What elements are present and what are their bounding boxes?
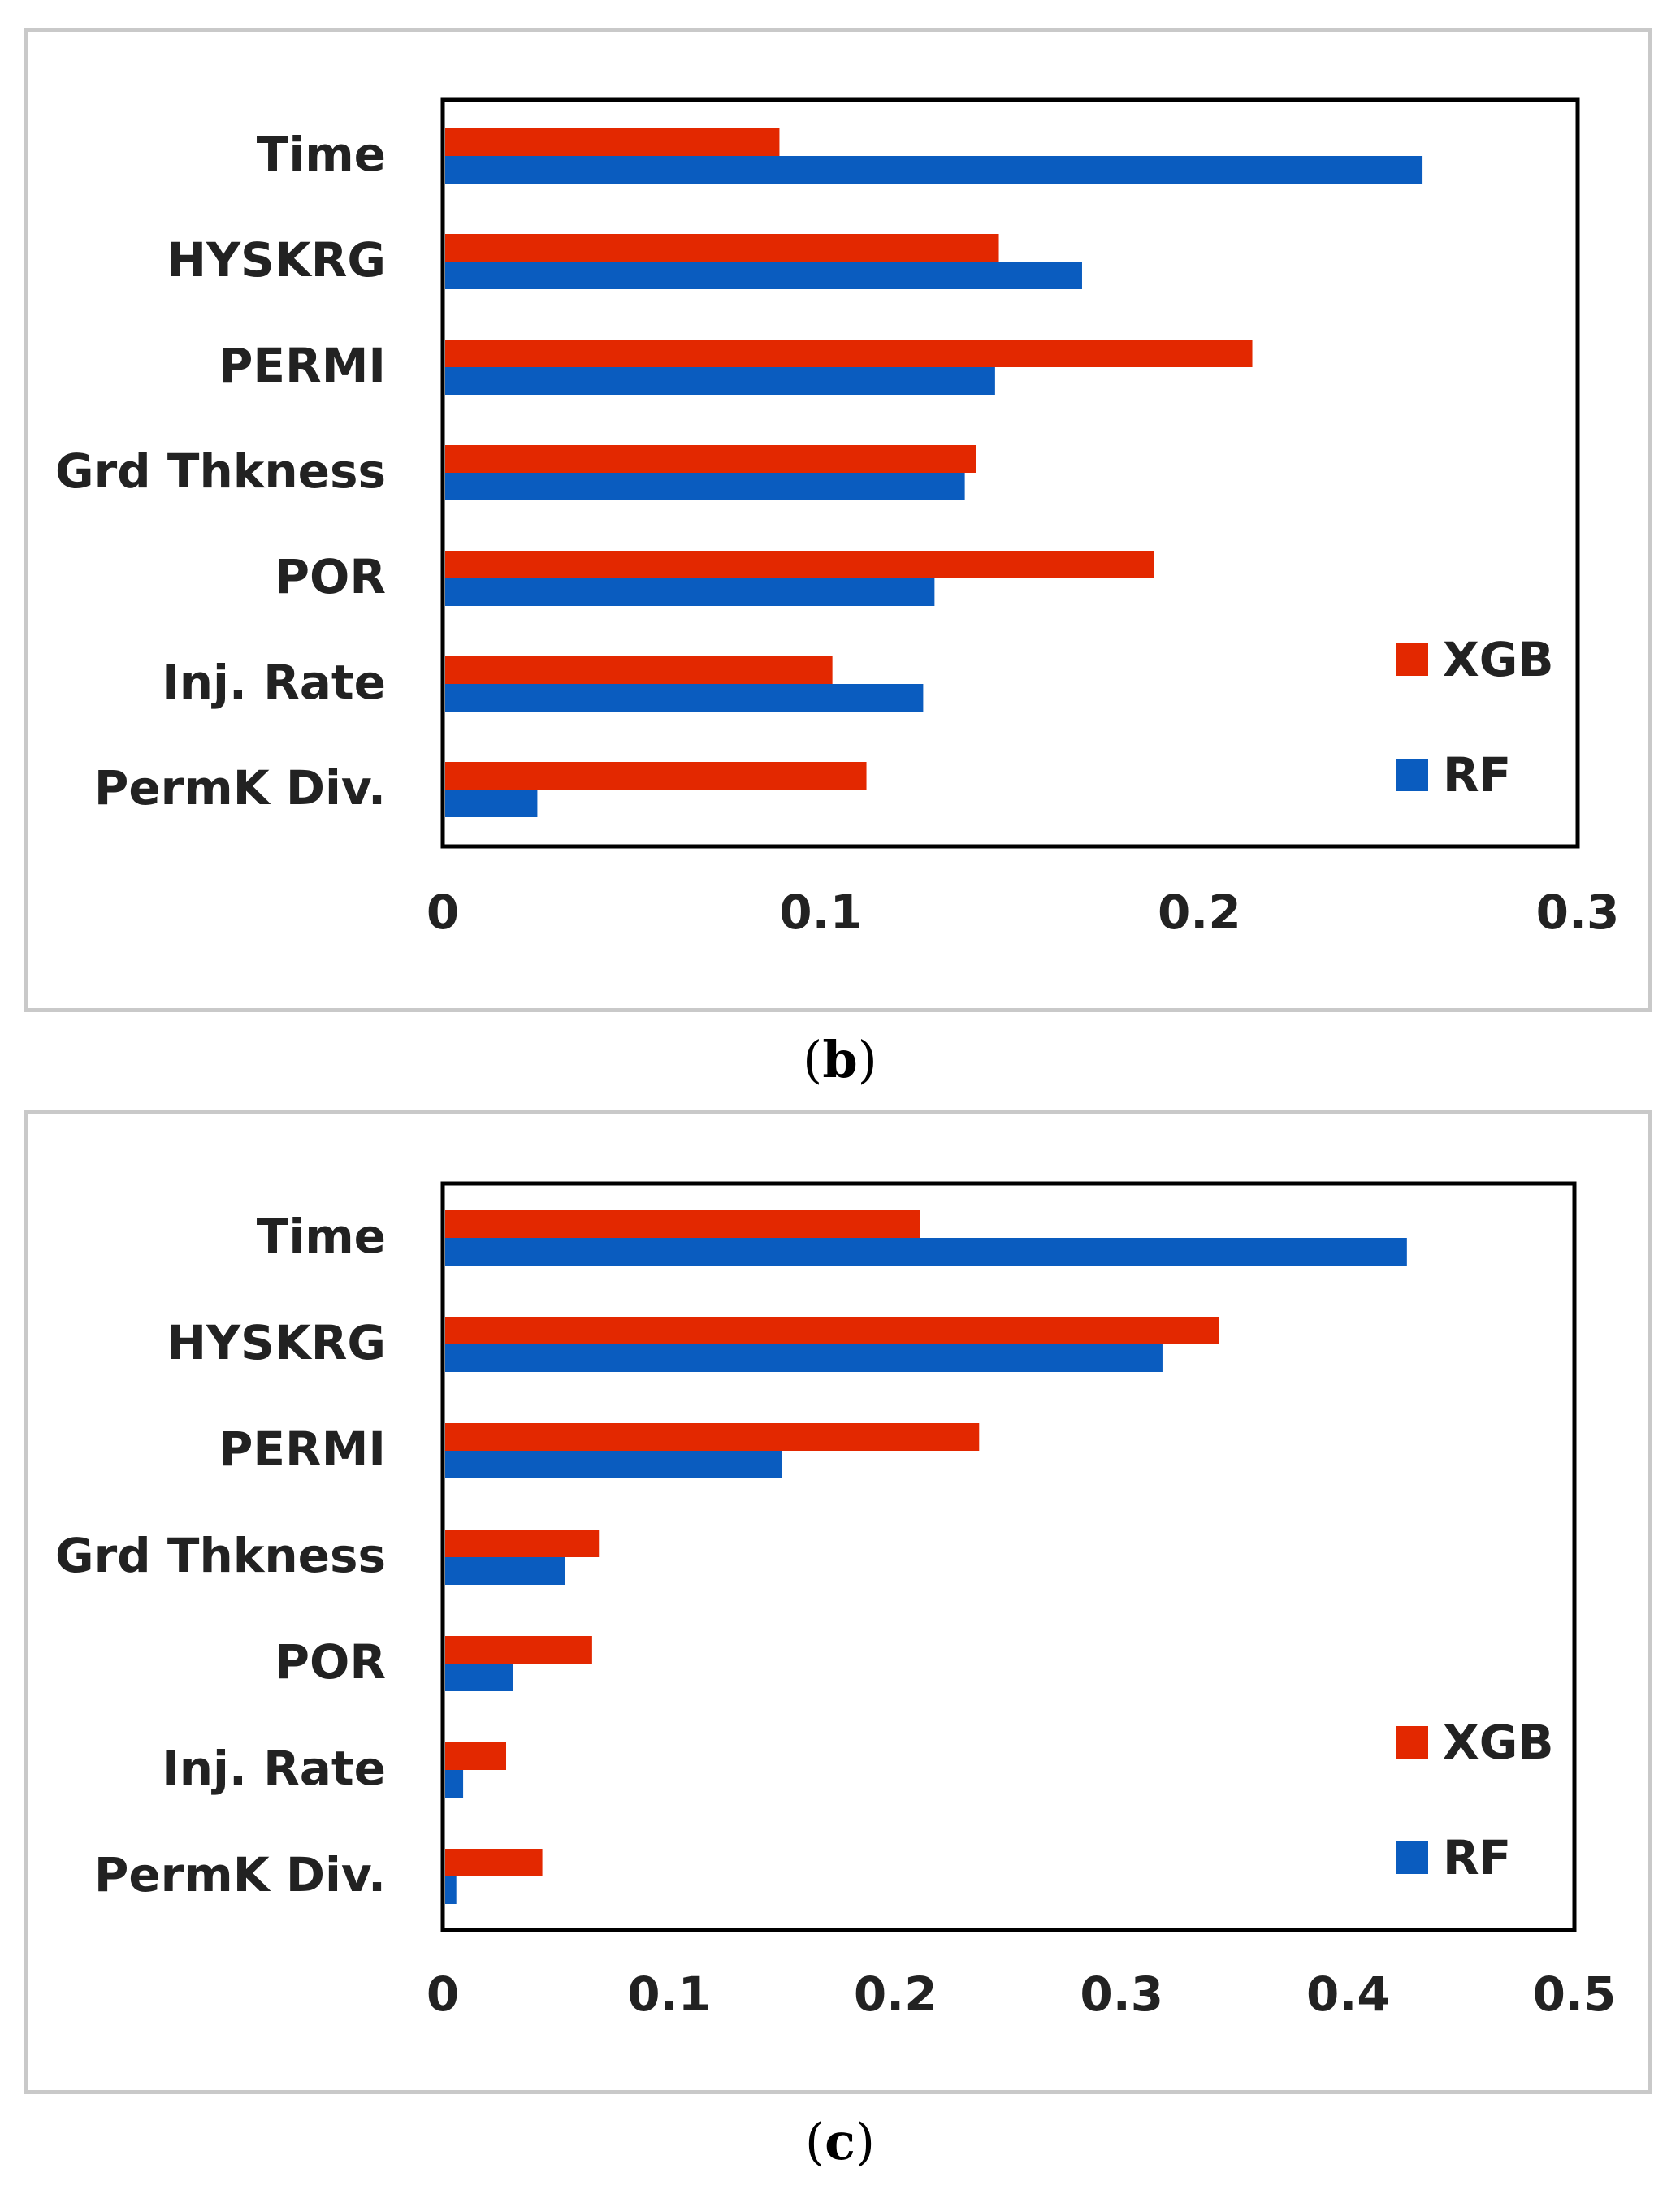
chart-c-bar-rf-3 xyxy=(445,1557,565,1585)
chart-c-tick-label-0: 0 xyxy=(426,1967,459,2022)
chart-b-bar-xgb-6 xyxy=(445,762,867,790)
chart-c-bar-rf-2 xyxy=(445,1451,782,1478)
chart-c-bar-rf-5 xyxy=(445,1770,464,1798)
chart-c-bar-rf-4 xyxy=(445,1664,513,1691)
chart-c-bar-xgb-1 xyxy=(445,1317,1219,1344)
chart-c-tick-label-2: 0.2 xyxy=(854,1967,937,2022)
chart-b-bar-rf-1 xyxy=(445,262,1082,289)
panel-b-caption: (b) xyxy=(803,1030,877,1089)
chart-b-category-label-3: Grd Thkness xyxy=(55,444,386,499)
panel-b-letter: b xyxy=(822,1030,858,1089)
chart-c-bar-xgb-2 xyxy=(445,1423,980,1451)
chart-c-category-label-0: Time xyxy=(257,1209,386,1264)
chart-b-tick-label-1: 0.1 xyxy=(779,885,863,940)
chart-b-bar-rf-6 xyxy=(445,790,538,817)
chart-c-category-label-1: HYSKRG xyxy=(167,1315,386,1370)
panel-c-caption: (c) xyxy=(804,2112,876,2171)
chart-c-tick-label-4: 0.4 xyxy=(1306,1967,1390,2022)
chart-b-bar-rf-0 xyxy=(445,156,1423,184)
chart-b-tick-label-2: 0.2 xyxy=(1158,885,1241,940)
chart-c-bar-xgb-6 xyxy=(445,1849,543,1876)
chart-c-category-label-6: PermK Div. xyxy=(94,1847,386,1902)
chart-b-legend-label-rf: RF xyxy=(1443,747,1511,803)
chart-b-bar-rf-4 xyxy=(445,578,935,606)
chart-c-legend-swatch-xgb xyxy=(1396,1726,1428,1759)
chart-c-category-label-2: PERMI xyxy=(219,1422,386,1477)
chart-c-category-label-5: Inj. Rate xyxy=(162,1741,386,1796)
chart-b-bar-xgb-1 xyxy=(445,234,999,262)
chart-c-legend-label-rf: RF xyxy=(1443,1830,1511,1885)
chart-c-bar-xgb-5 xyxy=(445,1742,507,1770)
chart-b-category-label-2: PERMI xyxy=(219,338,386,393)
chart-b-bar-xgb-0 xyxy=(445,128,780,156)
chart-c-bar-xgb-4 xyxy=(445,1636,592,1664)
chart-c-bar-xgb-0 xyxy=(445,1210,920,1238)
chart-b-bar-rf-2 xyxy=(445,367,995,395)
chart-b-category-label-0: Time xyxy=(257,127,386,182)
chart-b-bar-rf-3 xyxy=(445,473,965,500)
chart-c-tick-label-5: 0.5 xyxy=(1533,1967,1617,2022)
chart-b-bar-xgb-4 xyxy=(445,551,1154,578)
chart-b-category-label-5: Inj. Rate xyxy=(162,655,386,710)
chart-b-bar-xgb-3 xyxy=(445,445,976,473)
chart-b-bar-xgb-5 xyxy=(445,656,833,684)
chart-b-category-label-1: HYSKRG xyxy=(167,232,386,288)
chart-c-tick-label-1: 0.1 xyxy=(627,1967,711,2022)
chart-c-legend-swatch-rf xyxy=(1396,1841,1428,1874)
chart-b-legend-swatch-xgb xyxy=(1396,643,1428,676)
chart-c-bar-rf-6 xyxy=(445,1876,457,1904)
chart-b: Time HYSKRG PERMI Grd Thkness POR Inj. Rate Pe… xyxy=(55,97,1620,940)
chart-b-tick-label-3: 0.3 xyxy=(1536,885,1620,940)
chart-b-bar-rf-5 xyxy=(445,684,924,712)
chart-b-legend-swatch-rf xyxy=(1396,759,1428,791)
chart-b-category-label-4: POR xyxy=(275,549,386,604)
chart-b-tick-label-0: 0 xyxy=(426,885,459,940)
panel-c-letter: c xyxy=(825,2112,855,2171)
chart-c-bar-rf-0 xyxy=(445,1238,1407,1266)
chart-b-plot-area xyxy=(440,97,1580,849)
chart-c-bar-xgb-3 xyxy=(445,1530,600,1557)
chart-b-category-label-6: PermK Div. xyxy=(94,760,386,816)
chart-c-legend-label-xgb: XGB xyxy=(1443,1715,1554,1770)
chart-b-legend-label-xgb: XGB xyxy=(1443,632,1554,687)
chart-c-category-label-3: Grd Thkness xyxy=(55,1528,386,1583)
chart-c-category-label-4: POR xyxy=(275,1634,386,1690)
chart-c-plot-area xyxy=(440,1181,1577,1932)
chart-c-tick-label-3: 0.3 xyxy=(1080,1967,1163,2022)
chart-b-bar-xgb-2 xyxy=(445,340,1253,367)
chart-c-bar-rf-1 xyxy=(445,1344,1163,1372)
